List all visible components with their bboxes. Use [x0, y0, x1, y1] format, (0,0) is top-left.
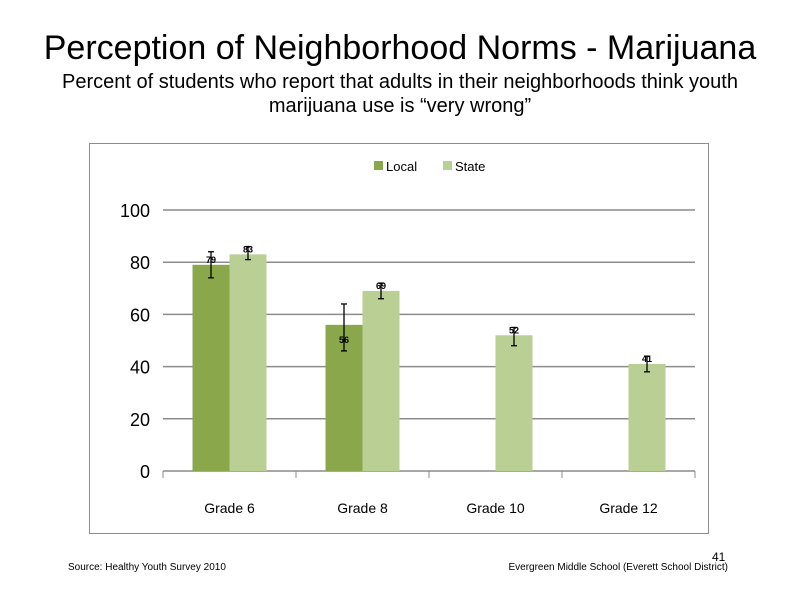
- data-label: 83: [243, 244, 253, 254]
- y-tick-label: 80: [130, 253, 150, 273]
- legend-label: Local: [386, 159, 417, 174]
- data-label: 52: [509, 325, 519, 335]
- x-tick-label: Grade 6: [204, 500, 255, 516]
- slide-subtitle: Percent of students who report that adul…: [62, 71, 738, 117]
- legend-label: State: [455, 159, 485, 174]
- y-tick-label: 60: [130, 305, 150, 325]
- legend-swatch-local: [374, 161, 383, 170]
- data-label: 41: [642, 354, 652, 364]
- bar-state: [628, 363, 666, 471]
- data-label: 79: [206, 255, 216, 265]
- bar-state: [229, 254, 267, 471]
- legend-swatch-state: [443, 161, 452, 170]
- page-number: 41: [712, 550, 726, 564]
- x-tick-label: Grade 8: [337, 500, 388, 516]
- y-tick-label: 20: [130, 410, 150, 430]
- x-tick-label: Grade 10: [466, 500, 525, 516]
- y-tick-label: 40: [130, 358, 150, 378]
- bar-state: [362, 290, 400, 471]
- school-name: Evergreen Middle School (Everett School …: [508, 562, 728, 573]
- x-tick-label: Grade 12: [599, 500, 658, 516]
- data-label: 69: [376, 281, 386, 291]
- bar-local: [192, 264, 230, 471]
- slide-title: Perception of Neighborhood Norms - Marij…: [43, 29, 757, 67]
- source-note: Source: Healthy Youth Survey 2010: [68, 562, 226, 573]
- y-tick-label: 100: [120, 201, 150, 221]
- y-tick-label: 0: [140, 462, 150, 482]
- bar-state: [495, 335, 533, 471]
- data-label: 56: [339, 335, 349, 345]
